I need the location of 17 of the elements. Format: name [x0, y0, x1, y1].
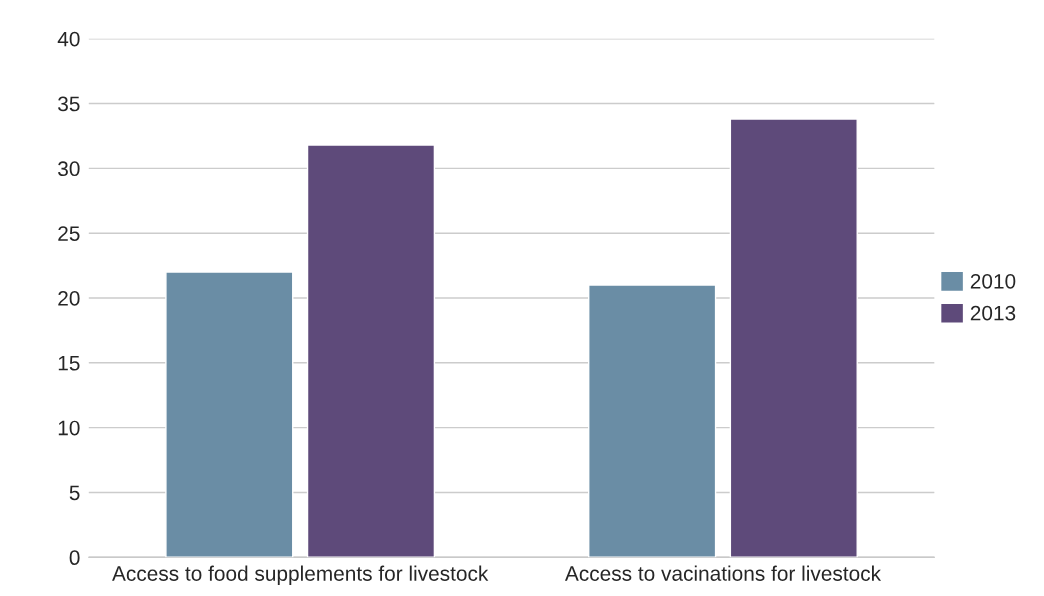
legend-label: 2013 — [970, 305, 1016, 321]
y-tick-label: 25 — [58, 226, 80, 241]
x-tick-label: Access to food supplements for livestock — [112, 565, 489, 586]
bar — [588, 284, 717, 558]
legend-label: 2010 — [970, 273, 1016, 289]
bar — [729, 118, 858, 558]
y-tick-label: 0 — [69, 550, 80, 566]
y-tick-label: 15 — [58, 356, 80, 371]
y-tick-label: 10 — [58, 420, 80, 436]
bar — [306, 144, 436, 558]
y-tick-label: 30 — [58, 161, 80, 177]
y-tick-label: 5 — [69, 485, 80, 501]
y-tick-label: 20 — [58, 291, 80, 306]
y-tick-label: 35 — [58, 96, 80, 112]
bar — [165, 271, 294, 558]
x-tick-label: Access to vacinations for livestock — [564, 565, 882, 581]
y-tick-label: 40 — [57, 31, 80, 47]
